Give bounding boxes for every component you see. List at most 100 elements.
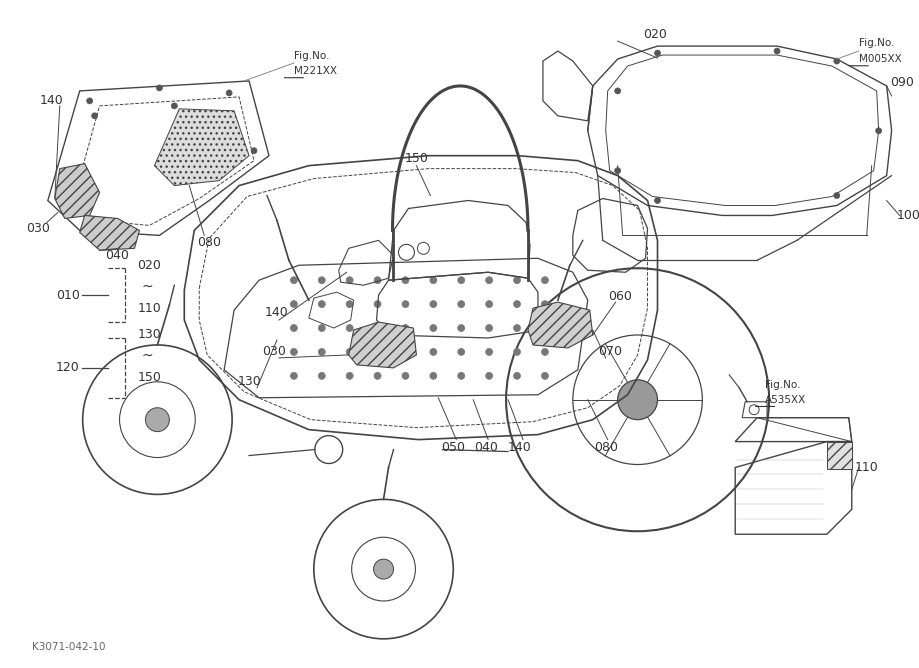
Text: 140: 140 xyxy=(265,305,289,319)
Circle shape xyxy=(485,277,492,284)
Circle shape xyxy=(541,325,548,331)
Text: 040: 040 xyxy=(106,248,130,262)
Circle shape xyxy=(458,325,464,331)
Circle shape xyxy=(318,325,325,331)
Circle shape xyxy=(346,301,353,307)
Text: A535XX: A535XX xyxy=(765,395,805,405)
Text: K3071-042-10: K3071-042-10 xyxy=(32,642,106,652)
Circle shape xyxy=(429,325,437,331)
Circle shape xyxy=(374,277,380,284)
Polygon shape xyxy=(55,164,99,218)
Circle shape xyxy=(541,277,548,284)
Text: 040: 040 xyxy=(473,441,497,454)
Polygon shape xyxy=(348,322,416,368)
Circle shape xyxy=(86,98,93,104)
Circle shape xyxy=(513,325,520,331)
Text: 150: 150 xyxy=(404,152,428,165)
Text: 080: 080 xyxy=(197,236,221,249)
Circle shape xyxy=(458,277,464,284)
Circle shape xyxy=(226,90,232,96)
Circle shape xyxy=(145,407,169,432)
Circle shape xyxy=(541,301,548,307)
Circle shape xyxy=(402,325,409,331)
Circle shape xyxy=(290,277,297,284)
Circle shape xyxy=(290,301,297,307)
Circle shape xyxy=(541,349,548,355)
Circle shape xyxy=(653,50,660,56)
Circle shape xyxy=(346,325,353,331)
Circle shape xyxy=(458,372,464,379)
Circle shape xyxy=(458,349,464,355)
Circle shape xyxy=(156,85,163,91)
Circle shape xyxy=(429,349,437,355)
Circle shape xyxy=(485,372,492,379)
Text: ~: ~ xyxy=(142,349,153,363)
Text: ~: ~ xyxy=(142,279,153,293)
Polygon shape xyxy=(154,109,249,186)
Text: 140: 140 xyxy=(40,94,63,108)
Text: 140: 140 xyxy=(507,441,531,454)
Circle shape xyxy=(513,301,520,307)
Circle shape xyxy=(614,168,620,174)
Circle shape xyxy=(833,192,839,198)
Text: 030: 030 xyxy=(26,222,50,235)
Text: Fig.No.: Fig.No. xyxy=(857,38,893,48)
Circle shape xyxy=(374,301,380,307)
Text: 110: 110 xyxy=(854,461,878,474)
Circle shape xyxy=(171,103,177,109)
Circle shape xyxy=(374,349,380,355)
Circle shape xyxy=(318,277,325,284)
Polygon shape xyxy=(826,442,851,470)
Text: 130: 130 xyxy=(137,329,161,341)
Circle shape xyxy=(402,349,409,355)
Text: 020: 020 xyxy=(137,259,161,272)
Text: M005XX: M005XX xyxy=(857,54,901,64)
Circle shape xyxy=(875,128,880,134)
Text: 020: 020 xyxy=(643,27,666,41)
Text: 080: 080 xyxy=(593,441,617,454)
Circle shape xyxy=(374,325,380,331)
Text: 030: 030 xyxy=(262,345,286,359)
Circle shape xyxy=(290,372,297,379)
Text: M221XX: M221XX xyxy=(293,66,336,76)
Circle shape xyxy=(485,325,492,331)
Circle shape xyxy=(429,277,437,284)
Circle shape xyxy=(617,380,657,420)
Text: 060: 060 xyxy=(607,290,631,303)
Polygon shape xyxy=(528,302,592,348)
Circle shape xyxy=(346,372,353,379)
Text: 150: 150 xyxy=(137,371,161,384)
Circle shape xyxy=(402,301,409,307)
Circle shape xyxy=(251,148,256,154)
Polygon shape xyxy=(80,216,140,250)
Circle shape xyxy=(513,349,520,355)
Circle shape xyxy=(485,349,492,355)
Text: Fig.No.: Fig.No. xyxy=(765,380,800,390)
Circle shape xyxy=(290,349,297,355)
Text: 090: 090 xyxy=(889,76,913,90)
Text: 120: 120 xyxy=(56,361,80,374)
Circle shape xyxy=(318,301,325,307)
Text: 050: 050 xyxy=(441,441,465,454)
Circle shape xyxy=(402,372,409,379)
Circle shape xyxy=(92,113,97,119)
Text: Fig.No.: Fig.No. xyxy=(293,51,329,61)
Text: 130: 130 xyxy=(237,375,261,388)
Circle shape xyxy=(346,349,353,355)
Circle shape xyxy=(458,301,464,307)
Circle shape xyxy=(541,372,548,379)
Text: 110: 110 xyxy=(137,301,161,315)
Circle shape xyxy=(485,301,492,307)
Circle shape xyxy=(833,58,839,64)
Circle shape xyxy=(346,277,353,284)
Circle shape xyxy=(429,301,437,307)
Circle shape xyxy=(614,88,620,94)
Circle shape xyxy=(290,325,297,331)
Text: 100: 100 xyxy=(896,209,919,222)
Circle shape xyxy=(429,372,437,379)
Circle shape xyxy=(513,372,520,379)
Circle shape xyxy=(773,48,779,54)
Circle shape xyxy=(318,372,325,379)
Circle shape xyxy=(318,349,325,355)
Circle shape xyxy=(653,198,660,204)
